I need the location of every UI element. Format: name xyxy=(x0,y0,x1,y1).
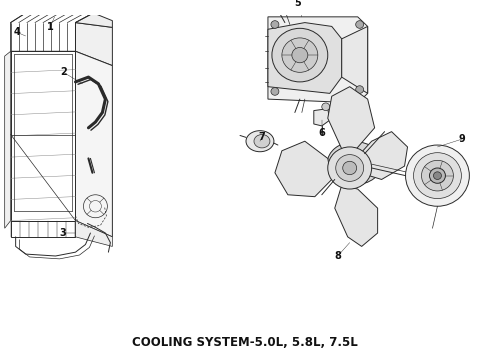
Polygon shape xyxy=(75,221,112,247)
Text: 6: 6 xyxy=(318,127,325,138)
Polygon shape xyxy=(342,26,368,93)
Polygon shape xyxy=(328,87,375,151)
Circle shape xyxy=(421,160,453,191)
Text: 7: 7 xyxy=(259,132,265,142)
Polygon shape xyxy=(268,23,342,93)
Circle shape xyxy=(406,145,469,206)
Circle shape xyxy=(414,153,462,199)
Ellipse shape xyxy=(254,135,270,148)
Polygon shape xyxy=(75,51,112,237)
Text: COOLING SYSTEM-5.0L, 5.8L, 7.5L: COOLING SYSTEM-5.0L, 5.8L, 7.5L xyxy=(132,336,358,348)
Circle shape xyxy=(343,161,357,175)
Polygon shape xyxy=(314,109,330,126)
Circle shape xyxy=(336,154,364,181)
Polygon shape xyxy=(75,13,112,27)
Polygon shape xyxy=(5,51,11,228)
Circle shape xyxy=(328,147,371,189)
Text: 9: 9 xyxy=(458,134,465,144)
Circle shape xyxy=(18,3,29,13)
Text: 5: 5 xyxy=(294,0,301,8)
Text: 2: 2 xyxy=(60,67,67,77)
Circle shape xyxy=(434,172,441,180)
Text: 1: 1 xyxy=(47,22,53,32)
Text: 3: 3 xyxy=(59,228,66,238)
Polygon shape xyxy=(275,141,332,197)
Circle shape xyxy=(292,48,308,63)
Ellipse shape xyxy=(327,142,382,185)
Polygon shape xyxy=(268,17,368,103)
Ellipse shape xyxy=(246,131,274,152)
Polygon shape xyxy=(335,185,378,247)
Circle shape xyxy=(356,86,364,93)
Polygon shape xyxy=(75,23,112,66)
Circle shape xyxy=(272,28,328,82)
Text: 8: 8 xyxy=(334,251,341,261)
Circle shape xyxy=(271,87,279,95)
Circle shape xyxy=(271,21,279,28)
Circle shape xyxy=(356,21,364,28)
Circle shape xyxy=(429,168,445,183)
Circle shape xyxy=(322,103,330,111)
Polygon shape xyxy=(358,132,408,180)
Circle shape xyxy=(282,38,318,72)
Text: 4: 4 xyxy=(13,27,20,37)
